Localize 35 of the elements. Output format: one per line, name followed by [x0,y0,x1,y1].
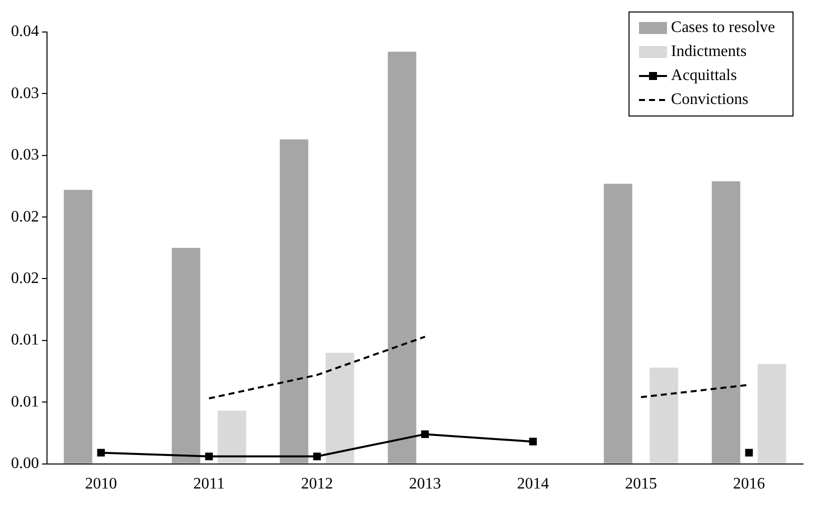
y-tick-label: 0.00 [11,455,39,472]
point [205,452,213,460]
legend-label: Indictments [671,43,747,60]
y-tick-label: 0.02 [11,208,39,226]
bar [604,184,632,464]
point [421,430,429,438]
bar [326,352,354,464]
point [529,438,537,446]
y-tick-label: 0.02 [11,270,39,287]
y-tick-label: 0.04 [11,23,39,40]
bar [64,190,92,464]
x-tick-label: 2010 [85,476,117,493]
legend-label: Acquittals [671,67,737,84]
x-tick-label: 2014 [517,476,549,493]
y-tick-label: 0.01 [11,393,39,410]
bar [650,368,678,464]
bar [172,248,200,464]
y-tick-label: 0.03 [11,146,39,164]
bar [218,410,246,464]
legend-label: Convictions [671,91,748,108]
bar [280,139,308,464]
y-tick-label: 0.03 [11,84,39,102]
bar [758,364,786,464]
x-tick-label: 2011 [193,476,225,493]
bar [388,52,416,464]
legend-label: Cases to resolve [671,19,776,36]
x-tick-label: 2016 [733,476,765,493]
x-tick-label: 2012 [301,476,333,493]
bar [712,181,740,464]
point [745,448,753,457]
x-tick-label: 2015 [625,476,657,493]
point [97,448,105,457]
y-tick-label: 0.01 [11,332,39,349]
point [313,452,321,460]
x-tick-label: 2013 [409,476,441,493]
